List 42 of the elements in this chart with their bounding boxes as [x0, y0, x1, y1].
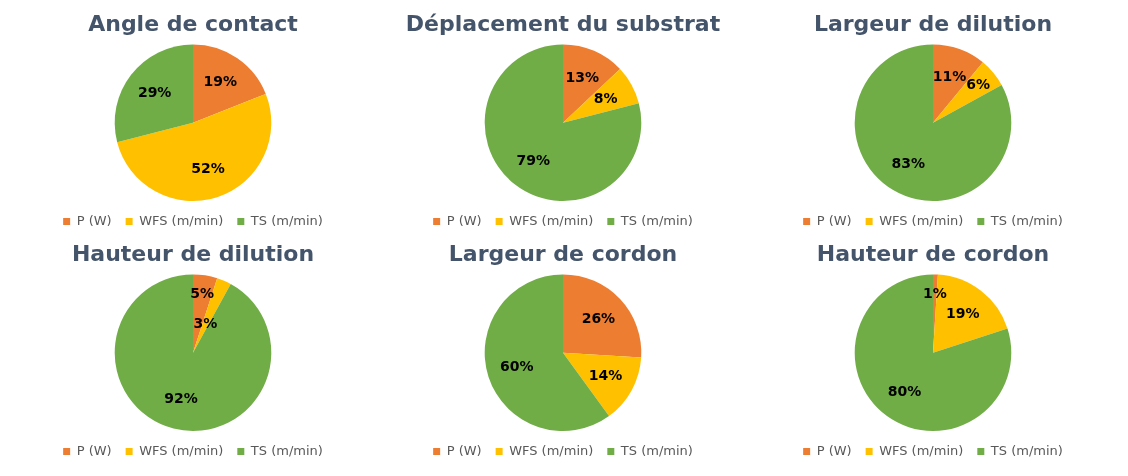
data-label: 3%	[193, 314, 218, 331]
legend-label: TS (m/min)	[989, 212, 1063, 228]
legend-label: WFS (m/min)	[879, 442, 964, 458]
data-label: 92%	[164, 390, 198, 407]
legend-label: TS (m/min)	[249, 212, 323, 228]
legend-label: WFS (m/min)	[139, 212, 224, 228]
data-label: 79%	[516, 151, 550, 168]
chart-title: Largeur de cordon	[448, 240, 678, 266]
chart-title: Hauteur de cordon	[816, 240, 1050, 266]
legend-label: WFS (m/min)	[879, 212, 964, 228]
data-label: 5%	[190, 285, 215, 302]
chart-title: Largeur de dilution	[813, 10, 1053, 36]
legend-label: P (W)	[76, 442, 112, 458]
legend-label: P (W)	[446, 442, 482, 458]
legend-label: P (W)	[816, 212, 852, 228]
legend-label: WFS (m/min)	[139, 442, 224, 458]
chart-title: Angle de contact	[88, 10, 299, 36]
legend-label: P (W)	[76, 212, 112, 228]
data-label: 29%	[137, 83, 172, 100]
legend-label: TS (m/min)	[619, 212, 693, 228]
data-label: 13%	[565, 68, 600, 85]
legend-label: P (W)	[446, 212, 482, 228]
data-label: 83%	[891, 155, 926, 172]
data-label: 1%	[922, 284, 947, 301]
legend-label: TS (m/min)	[619, 442, 693, 458]
chart-title: Hauteur de dilution	[71, 240, 315, 266]
data-label: 60%	[500, 358, 534, 375]
data-label: 14%	[588, 366, 623, 383]
legend-label: TS (m/min)	[249, 442, 323, 458]
legend-label: P (W)	[816, 442, 852, 458]
data-label: 26%	[581, 310, 616, 327]
legend-label: WFS (m/min)	[509, 212, 594, 228]
data-label: 19%	[203, 73, 238, 90]
data-label: 6%	[966, 75, 991, 92]
data-label: 19%	[946, 304, 980, 321]
data-label: 11%	[932, 67, 967, 84]
data-label: 52%	[191, 159, 225, 176]
legend-label: WFS (m/min)	[509, 442, 594, 458]
data-label: 80%	[887, 382, 922, 399]
legend-label: TS (m/min)	[989, 442, 1063, 458]
chart-title: Déplacement du substrat	[405, 10, 721, 36]
data-label: 8%	[593, 89, 618, 106]
